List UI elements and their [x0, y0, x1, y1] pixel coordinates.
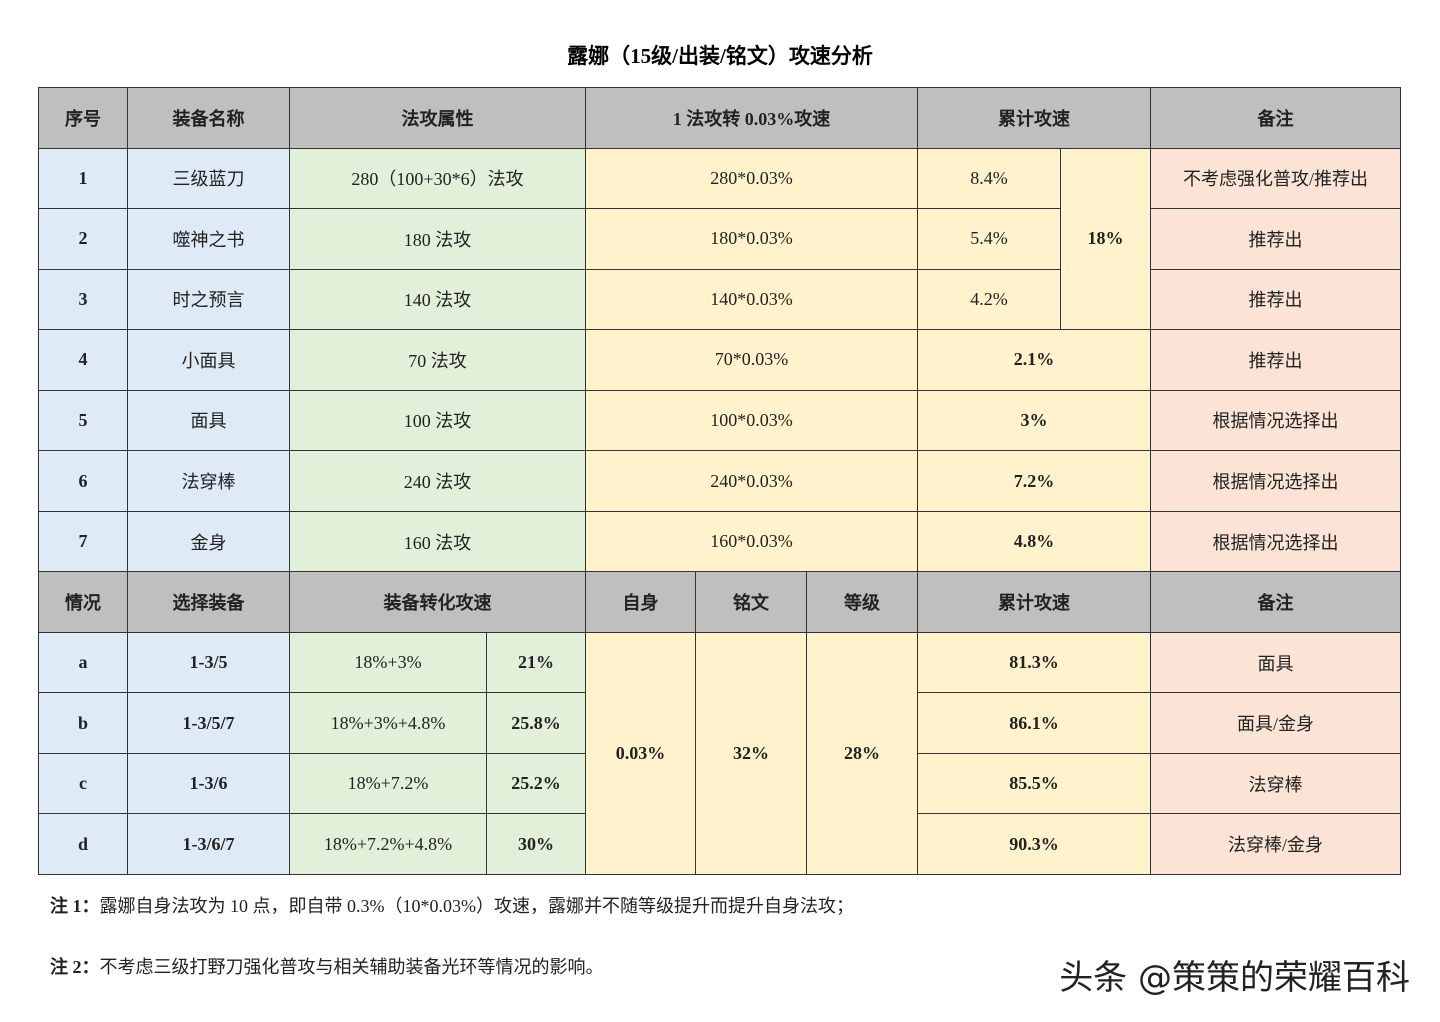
table-cell: 140*0.03%	[585, 268, 918, 331]
table-cell: 1-3/6	[127, 752, 290, 815]
table-cell: 法穿棒	[127, 450, 290, 512]
table-cell: 18%+7.2%+4.8%	[289, 813, 487, 875]
table-cell: 三级蓝刀	[127, 147, 290, 210]
table-cell: 备注	[1150, 571, 1401, 633]
table-cell: 法穿棒/金身	[1150, 813, 1401, 875]
table-cell: 0.03%	[585, 631, 696, 876]
table-cell: 法攻属性	[289, 87, 586, 149]
table-cell: 1-3/5	[127, 631, 290, 694]
table-cell: 280*0.03%	[585, 147, 918, 210]
table-cell: 18%+3%+4.8%	[289, 692, 487, 754]
table-cell: 18%+3%	[289, 631, 487, 694]
table-cell: 70 法攻	[289, 329, 586, 391]
table-cell: 21%	[486, 631, 586, 694]
table-cell: 3%	[917, 389, 1151, 452]
note: 注 1：露娜自身法攻为 10 点，即自带 0.3%（10*0.03%）攻速，露娜…	[50, 892, 854, 918]
table-cell: 8.4%	[917, 147, 1061, 210]
note-label: 注 2：	[50, 957, 100, 977]
table-cell: 1-3/6/7	[127, 813, 290, 875]
table-cell: 根据情况选择出	[1150, 510, 1401, 573]
table-cell: 6	[38, 450, 128, 512]
table-cell: 85.5%	[917, 752, 1151, 815]
table-cell: a	[38, 631, 128, 694]
table-cell: 累计攻速	[917, 571, 1151, 633]
title: 露娜（15级/出装/铭文）攻速分析	[567, 44, 873, 68]
table-cell: 推荐出	[1150, 208, 1401, 270]
table-cell: 7	[38, 510, 128, 573]
table-cell: c	[38, 752, 128, 815]
table-cell: 100*0.03%	[585, 389, 918, 452]
table-cell: 240 法攻	[289, 450, 586, 512]
table-cell: 累计攻速	[917, 87, 1151, 149]
table-cell: 序号	[38, 87, 128, 149]
table-cell: 装备名称	[127, 87, 290, 149]
table-cell: 情况	[38, 571, 128, 633]
table-cell: 86.1%	[917, 692, 1151, 754]
table-cell: 时之预言	[127, 268, 290, 331]
note-text: 不考虑三级打野刀强化普攻与相关辅助装备光环等情况的影响。	[99, 957, 604, 977]
table-cell: 81.3%	[917, 631, 1151, 694]
table-cell: 面具	[127, 389, 290, 452]
note: 注 2：不考虑三级打野刀强化普攻与相关辅助装备光环等情况的影响。	[50, 953, 604, 979]
table-cell: 100 法攻	[289, 389, 586, 452]
table-cell: 28%	[806, 631, 918, 876]
table-cell: 噬神之书	[127, 208, 290, 270]
table-cell: 备注	[1150, 87, 1401, 149]
table-cell: 25.2%	[486, 752, 586, 815]
table-cell: 180*0.03%	[585, 208, 918, 270]
table-cell: 根据情况选择出	[1150, 450, 1401, 512]
table-cell: 240*0.03%	[585, 450, 918, 512]
watermark: 头条 @策策的荣耀百科	[1059, 958, 1410, 998]
table-cell: 30%	[486, 813, 586, 875]
table-cell: 小面具	[127, 329, 290, 391]
table-cell: 面具/金身	[1150, 692, 1401, 754]
table-cell: 90.3%	[917, 813, 1151, 875]
table-cell: 7.2%	[917, 450, 1151, 512]
table-cell: 2	[38, 208, 128, 270]
table-cell: 推荐出	[1150, 268, 1401, 331]
table-cell: 推荐出	[1150, 329, 1401, 391]
table-cell: 自身	[585, 571, 696, 633]
table-cell: 160*0.03%	[585, 510, 918, 573]
table-cell: 选择装备	[127, 571, 290, 633]
table-cell: 根据情况选择出	[1150, 389, 1401, 452]
table-cell: 70*0.03%	[585, 329, 918, 391]
table-cell: 法穿棒	[1150, 752, 1401, 815]
table-cell: 4.2%	[917, 268, 1061, 331]
table-cell: 140 法攻	[289, 268, 586, 331]
table-cell: 18%+7.2%	[289, 752, 487, 815]
table-cell: 280（100+30*6）法攻	[289, 147, 586, 210]
table-cell: 铭文	[695, 571, 807, 633]
table-cell: 18%	[1060, 147, 1151, 331]
table-cell: d	[38, 813, 128, 875]
table-cell: 180 法攻	[289, 208, 586, 270]
table-cell: b	[38, 692, 128, 754]
table-cell: 3	[38, 268, 128, 331]
table-cell: 4.8%	[917, 510, 1151, 573]
table-cell: 不考虑强化普攻/推荐出	[1150, 147, 1401, 210]
table-cell: 1	[38, 147, 128, 210]
table-cell: 1-3/5/7	[127, 692, 290, 754]
table-cell: 金身	[127, 510, 290, 573]
table-cell: 等级	[806, 571, 918, 633]
note-label: 注 1：	[50, 896, 100, 916]
table-cell: 5.4%	[917, 208, 1061, 270]
table-cell: 面具	[1150, 631, 1401, 694]
table-cell: 32%	[695, 631, 807, 876]
table-cell: 2.1%	[917, 329, 1151, 391]
table-cell: 160 法攻	[289, 510, 586, 573]
table-cell: 5	[38, 389, 128, 452]
note-text: 露娜自身法攻为 10 点，即自带 0.3%（10*0.03%）攻速，露娜并不随等…	[99, 896, 855, 916]
table-cell: 25.8%	[486, 692, 586, 754]
table-cell: 装备转化攻速	[289, 571, 586, 633]
table-cell: 1 法攻转 0.03%攻速	[585, 87, 918, 149]
table-cell: 4	[38, 329, 128, 391]
